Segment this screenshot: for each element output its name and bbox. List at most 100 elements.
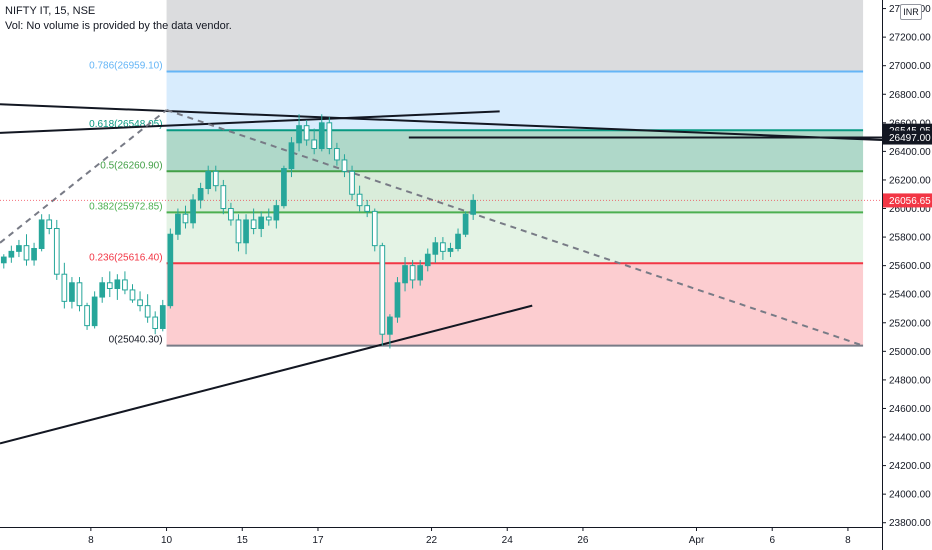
y-tick-label: 27000.00 (889, 61, 931, 72)
candle-body (137, 299, 143, 307)
time-axis-bg (0, 527, 882, 550)
candle-body (182, 213, 189, 224)
candle-body (46, 219, 53, 230)
candle (46, 214, 53, 235)
candle (258, 211, 265, 238)
candle-body (129, 289, 136, 301)
x-tick-label: 8 (845, 535, 851, 546)
price-tag-label: 26056.65 (889, 196, 931, 207)
candle-body (440, 242, 446, 252)
x-tick-label: 10 (161, 535, 173, 546)
candle (61, 262, 68, 309)
candle-body (175, 213, 181, 235)
currency-badge[interactable]: INR (900, 4, 922, 20)
candle-body (318, 122, 325, 150)
candle (447, 242, 454, 258)
candle (16, 239, 22, 258)
y-tick-label: 25400.00 (889, 290, 931, 301)
candle-body (296, 125, 302, 144)
candle-body (84, 305, 90, 327)
x-tick-label: 26 (577, 535, 589, 546)
candle-body (424, 253, 431, 267)
candle (394, 277, 401, 323)
candle-body (61, 273, 68, 302)
candle (205, 165, 212, 195)
y-tick-label: 24400.00 (889, 433, 931, 444)
candle-body (228, 208, 234, 221)
candle-body (16, 245, 22, 252)
x-tick-label: 17 (312, 535, 324, 546)
candle (364, 199, 371, 218)
candle (23, 234, 30, 266)
candle-body (288, 142, 295, 170)
price-tag-bg (883, 130, 932, 145)
candle (334, 142, 340, 166)
candle (8, 245, 15, 263)
candle (281, 165, 287, 209)
candle-body (258, 216, 265, 230)
candle-body (311, 139, 318, 150)
trendline-dashed-up (0, 109, 168, 244)
fib-level-label-0: 0(25040.30) (109, 335, 163, 346)
candle (356, 185, 363, 212)
candle-body (31, 248, 37, 261)
fib-zone-tint (166, 130, 864, 172)
candle-body (250, 219, 257, 230)
candle (31, 242, 37, 266)
candle (318, 114, 325, 152)
candle (440, 237, 446, 260)
candle-body (379, 245, 386, 335)
candle-body (114, 279, 121, 289)
trendline-upper-rising (0, 110, 500, 134)
candle-body (303, 125, 310, 141)
y-tick-label: 27200.00 (889, 33, 931, 44)
trendline-dashed-down (166, 109, 864, 347)
candle-body (470, 199, 477, 215)
candle-body (53, 228, 60, 275)
candle (106, 271, 113, 298)
candle (235, 214, 242, 252)
candle-body (38, 219, 45, 250)
candle (409, 259, 416, 289)
y-tick-label: 25600.00 (889, 261, 931, 272)
candle-body (197, 188, 204, 201)
trendlines (0, 103, 883, 445)
candle-body (432, 242, 439, 255)
candle (114, 274, 121, 300)
chart-symbol-title: NIFTY IT, 15, NSE (5, 5, 96, 17)
fib-level-label-0.382: 0.382(25972.85) (89, 201, 162, 212)
fib-level-label-0.236: 0.236(25616.40) (89, 252, 162, 263)
candle (250, 208, 257, 235)
candle-body (99, 282, 106, 298)
candle-body (235, 219, 242, 244)
candle-body (0, 256, 7, 264)
candle-body (447, 248, 454, 252)
candle-body (91, 296, 98, 327)
price-tag-bg (883, 193, 932, 208)
candle-body (23, 245, 30, 261)
fib-level-label-0.618: 0.618(26548.05) (89, 119, 162, 130)
candle (288, 137, 295, 178)
candle-body (76, 282, 83, 307)
candle-body (409, 265, 416, 281)
candle (137, 291, 143, 312)
price-axis-bg (882, 0, 932, 550)
candle (228, 202, 234, 226)
candle (243, 214, 249, 255)
candle-body (190, 199, 196, 224)
time-axis: 8 10 15 17 22 24 26 Apr 6 8 (0, 527, 882, 550)
trendline-lower-support (0, 304, 533, 445)
candle (190, 194, 196, 229)
candle-body (387, 316, 393, 335)
candle-body (243, 219, 249, 244)
candle (167, 228, 174, 309)
fib-level-label-0.786: 0.786(26959.10) (89, 61, 162, 72)
candle-body (394, 282, 401, 318)
candle-body (462, 213, 469, 235)
y-tick-label: 26800.00 (889, 90, 931, 101)
candle-body (402, 265, 408, 284)
y-tick-label: 26000.00 (889, 204, 931, 215)
price-tag-label: 26497.00 (889, 133, 931, 144)
candle (182, 205, 189, 229)
